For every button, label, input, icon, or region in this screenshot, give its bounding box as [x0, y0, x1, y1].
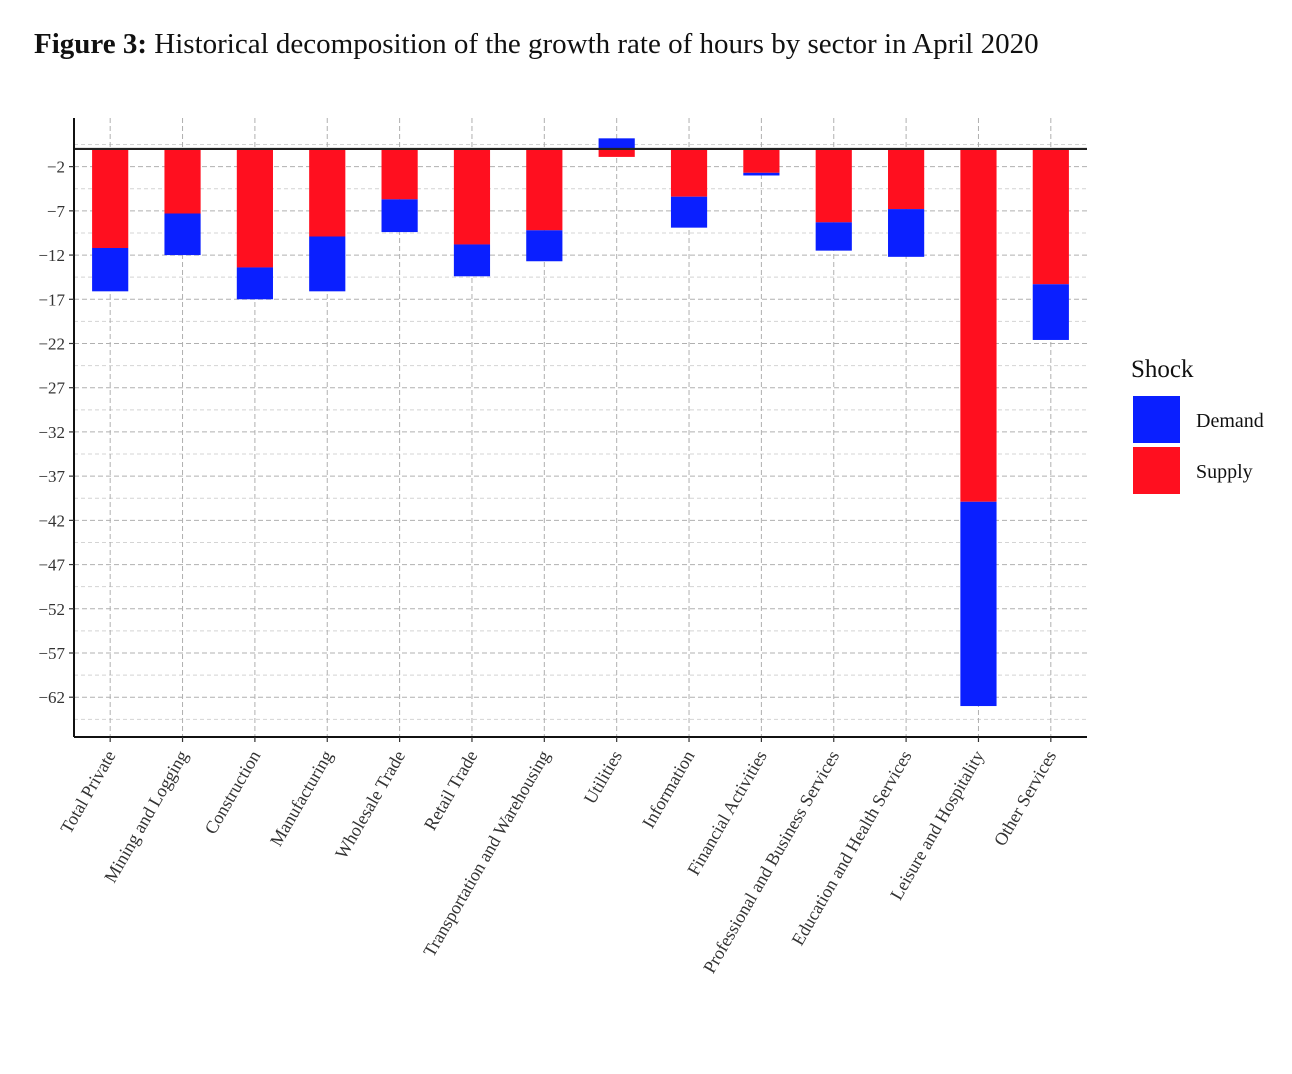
- legend-swatch-demand: [1133, 396, 1180, 443]
- bar-supply: [381, 148, 418, 200]
- x-category-label: Financial Activities: [683, 747, 771, 879]
- legend-swatch-supply: [1133, 447, 1180, 494]
- bar-supply: [92, 148, 129, 248]
- bar-supply: [815, 148, 852, 223]
- y-tick-label: −57: [38, 644, 65, 663]
- bar-demand: [164, 213, 201, 256]
- y-tick-label: −37: [38, 467, 65, 486]
- bar-supply: [960, 148, 997, 502]
- y-tick-label: −42: [38, 511, 65, 530]
- x-category-label: Total Private: [56, 747, 119, 837]
- figure-caption-text: Historical decomposition of the growth r…: [154, 28, 1039, 60]
- bar-demand: [888, 209, 925, 257]
- bar-supply: [743, 148, 780, 173]
- x-category-label: Construction: [201, 747, 265, 838]
- bar-demand: [743, 172, 780, 176]
- bar-demand: [815, 222, 852, 251]
- x-category-label: Wholesale Trade: [331, 747, 409, 862]
- bar-supply: [164, 148, 201, 214]
- legend-label-demand: Demand: [1196, 410, 1264, 432]
- y-tick-label: −2: [47, 158, 65, 177]
- bar-supply: [670, 148, 708, 197]
- labels-layer: −2 −7 −12 −17 −22 −27 −32 −37 −42 −47 −52 −57 −62 Tot…: [38, 158, 1060, 977]
- y-tick-label: −62: [38, 688, 65, 707]
- bars-layer: [92, 138, 1069, 707]
- x-category-label: Transportation and Warehousing: [419, 747, 554, 960]
- x-category-label: Education and Health Services: [788, 747, 916, 949]
- y-tick-label: −22: [38, 334, 65, 353]
- bar-demand: [960, 501, 997, 707]
- x-category-label: Manufacturing: [266, 747, 337, 850]
- bar-demand: [598, 138, 635, 149]
- y-tick-label: −32: [38, 423, 65, 442]
- y-tick-label: −7: [47, 202, 66, 221]
- bar-supply: [453, 148, 491, 245]
- legend: Shock Demand Supply: [1131, 356, 1264, 494]
- legend-title: Shock: [1131, 356, 1194, 383]
- x-category-label: Other Services: [990, 747, 1061, 849]
- grid-layer: [74, 118, 1087, 737]
- x-category-label: Retail Trade: [420, 747, 482, 834]
- bar-demand: [670, 196, 708, 228]
- bar-demand: [526, 230, 563, 262]
- bar-demand: [309, 236, 346, 292]
- y-tick-label: −47: [38, 556, 65, 575]
- bar-supply: [526, 148, 563, 231]
- figure-label: Figure 3:: [34, 28, 148, 60]
- y-tick-label: −12: [38, 246, 65, 265]
- y-tick-label: −17: [38, 290, 65, 309]
- bar-demand: [453, 244, 491, 277]
- legend-label-supply: Supply: [1196, 461, 1253, 483]
- x-category-label: Information: [638, 747, 698, 831]
- y-tick-label: −27: [38, 379, 65, 398]
- bar-supply: [1032, 148, 1069, 285]
- bar-demand: [236, 267, 273, 300]
- bar-supply: [888, 148, 925, 210]
- y-tick-label: −52: [38, 600, 65, 619]
- bar-demand: [1032, 284, 1069, 340]
- bar-demand: [381, 199, 418, 233]
- bar-supply: [309, 148, 346, 237]
- bar-demand: [92, 247, 129, 292]
- x-category-label: Mining and Logging: [100, 747, 192, 886]
- bar-supply: [236, 148, 273, 268]
- bar-supply: [598, 148, 635, 157]
- axes-layer: [69, 118, 1087, 742]
- x-category-label: Professional and Business Services: [699, 747, 843, 977]
- x-category-label: Utilities: [580, 747, 626, 807]
- figure-caption: Figure 3: Historical decomposition of th…: [34, 28, 1274, 61]
